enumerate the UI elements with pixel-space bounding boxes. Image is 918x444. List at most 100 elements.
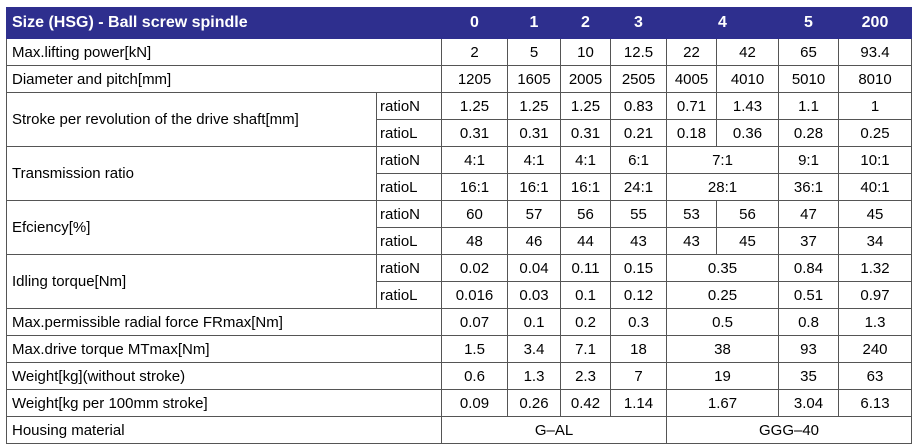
cell: GGG–40 xyxy=(666,416,912,444)
cell: 24:1 xyxy=(610,173,667,201)
cell: 1605 xyxy=(507,65,561,93)
cell: 4010 xyxy=(716,65,779,93)
cell: 1.43 xyxy=(716,92,779,120)
cell: 0.36 xyxy=(716,119,779,147)
row-label: Weight[kg](without stroke) xyxy=(6,362,442,390)
cell: 2 xyxy=(441,38,508,66)
cell: 0.12 xyxy=(610,281,667,309)
cell: 0.8 xyxy=(778,308,839,336)
transmission-ratio-n-row: Transmission ratio ratioN 4:1 4:1 4:1 6:… xyxy=(6,146,912,201)
drive-torque-row: Max.drive torque MTmax[Nm] 1.5 3.4 7.1 1… xyxy=(6,335,912,363)
row-label: Efciency[%] xyxy=(6,200,377,255)
cell: 40:1 xyxy=(838,173,912,201)
cell: 57 xyxy=(507,200,561,228)
cell: 1.25 xyxy=(507,92,561,120)
row-label: Housing material xyxy=(6,416,442,444)
cell: 1 xyxy=(838,92,912,120)
cell: 42 xyxy=(716,38,779,66)
cell: 34 xyxy=(838,227,912,255)
cell: 1.14 xyxy=(610,389,667,417)
cell: 0.25 xyxy=(666,281,779,309)
weight-stroke-row: Weight[kg per 100mm stroke] 0.09 0.26 0.… xyxy=(6,389,912,417)
cell: 0.21 xyxy=(610,119,667,147)
cell: 0.26 xyxy=(507,389,561,417)
cell: 16:1 xyxy=(507,173,561,201)
cell: 47 xyxy=(778,200,839,228)
cell: 8010 xyxy=(838,65,912,93)
row-label: Transmission ratio xyxy=(6,146,377,201)
cell: 7.1 xyxy=(560,335,611,363)
cell: 0.6 xyxy=(441,362,508,390)
cell: 5010 xyxy=(778,65,839,93)
cell: 46 xyxy=(507,227,561,255)
cell: 45 xyxy=(716,227,779,255)
cell: 4:1 xyxy=(560,146,611,174)
cell: 0.71 xyxy=(666,92,717,120)
row-label: Diameter and pitch[mm] xyxy=(6,65,442,93)
row-label: Stroke per revolution of the drive shaft… xyxy=(6,92,377,147)
cell: 35 xyxy=(778,362,839,390)
weight-row: Weight[kg](without stroke) 0.6 1.3 2.3 7… xyxy=(6,362,912,390)
cell: 12.5 xyxy=(610,38,667,66)
spec-table: Size (HSG) - Ball screw spindle 0 1 2 3 … xyxy=(6,7,912,444)
cell: 1.67 xyxy=(666,389,779,417)
ratio-label: ratioN xyxy=(376,92,442,120)
stroke-ratio-l-row: ratioL 0.31 0.31 0.31 0.21 0.18 0.36 0.2… xyxy=(7,119,912,147)
cell: 38 xyxy=(666,335,779,363)
cell: 93 xyxy=(778,335,839,363)
row-label: Max.drive torque MTmax[Nm] xyxy=(6,335,442,363)
ratio-label: ratioL xyxy=(376,173,442,201)
cell: 0.3 xyxy=(610,308,667,336)
table-title: Size (HSG) - Ball screw spindle xyxy=(6,7,442,39)
efficiency-ratio-l-row: ratioL 48 46 44 43 43 45 37 34 xyxy=(7,227,912,255)
cell: 45 xyxy=(838,200,912,228)
cell: 1.25 xyxy=(560,92,611,120)
row-label: Idling torque[Nm] xyxy=(6,254,377,309)
cell: G–AL xyxy=(441,416,667,444)
cell: 1.3 xyxy=(838,308,912,336)
cell: 2.3 xyxy=(560,362,611,390)
size-5-header: 5 xyxy=(778,7,839,39)
cell: 0.31 xyxy=(507,119,561,147)
cell: 0.84 xyxy=(778,254,839,282)
cell: 1.25 xyxy=(441,92,508,120)
cell: 1.1 xyxy=(778,92,839,120)
cell: 2005 xyxy=(560,65,611,93)
cell: 0.016 xyxy=(441,281,508,309)
cell: 0.28 xyxy=(778,119,839,147)
cell: 5 xyxy=(507,38,561,66)
radial-force-row: Max.permissible radial force FRmax[Nm] 0… xyxy=(6,308,912,336)
ratio-label: ratioL xyxy=(376,281,442,309)
ratio-label: ratioN xyxy=(376,200,442,228)
cell: 0.07 xyxy=(441,308,508,336)
ratio-label: ratioL xyxy=(376,227,442,255)
cell: 2505 xyxy=(610,65,667,93)
cell: 43 xyxy=(666,227,717,255)
cell: 55 xyxy=(610,200,667,228)
cell: 0.03 xyxy=(507,281,561,309)
efficiency-ratio-n-row: Efciency[%] ratioN 60 57 56 55 53 56 47 … xyxy=(6,200,912,255)
ratio-label: ratioL xyxy=(376,119,442,147)
cell: 0.35 xyxy=(666,254,779,282)
cell: 0.09 xyxy=(441,389,508,417)
cell: 60 xyxy=(441,200,508,228)
cell: 0.42 xyxy=(560,389,611,417)
cell: 0.18 xyxy=(666,119,717,147)
size-3-header: 3 xyxy=(610,7,667,39)
idling-torque-ratio-n-row: Idling torque[Nm] ratioN 0.02 0.04 0.11 … xyxy=(6,254,912,309)
cell: 4:1 xyxy=(507,146,561,174)
cell: 22 xyxy=(666,38,717,66)
cell: 0.15 xyxy=(610,254,667,282)
cell: 93.4 xyxy=(838,38,912,66)
housing-material-row: Housing material G–AL GGG–40 xyxy=(6,416,912,444)
cell: 0.31 xyxy=(441,119,508,147)
cell: 0.83 xyxy=(610,92,667,120)
cell: 0.04 xyxy=(507,254,561,282)
cell: 43 xyxy=(610,227,667,255)
cell: 18 xyxy=(610,335,667,363)
cell: 44 xyxy=(560,227,611,255)
cell: 65 xyxy=(778,38,839,66)
header-row: Size (HSG) - Ball screw spindle 0 1 2 3 … xyxy=(6,7,912,39)
cell: 28:1 xyxy=(666,173,779,201)
cell: 10:1 xyxy=(838,146,912,174)
